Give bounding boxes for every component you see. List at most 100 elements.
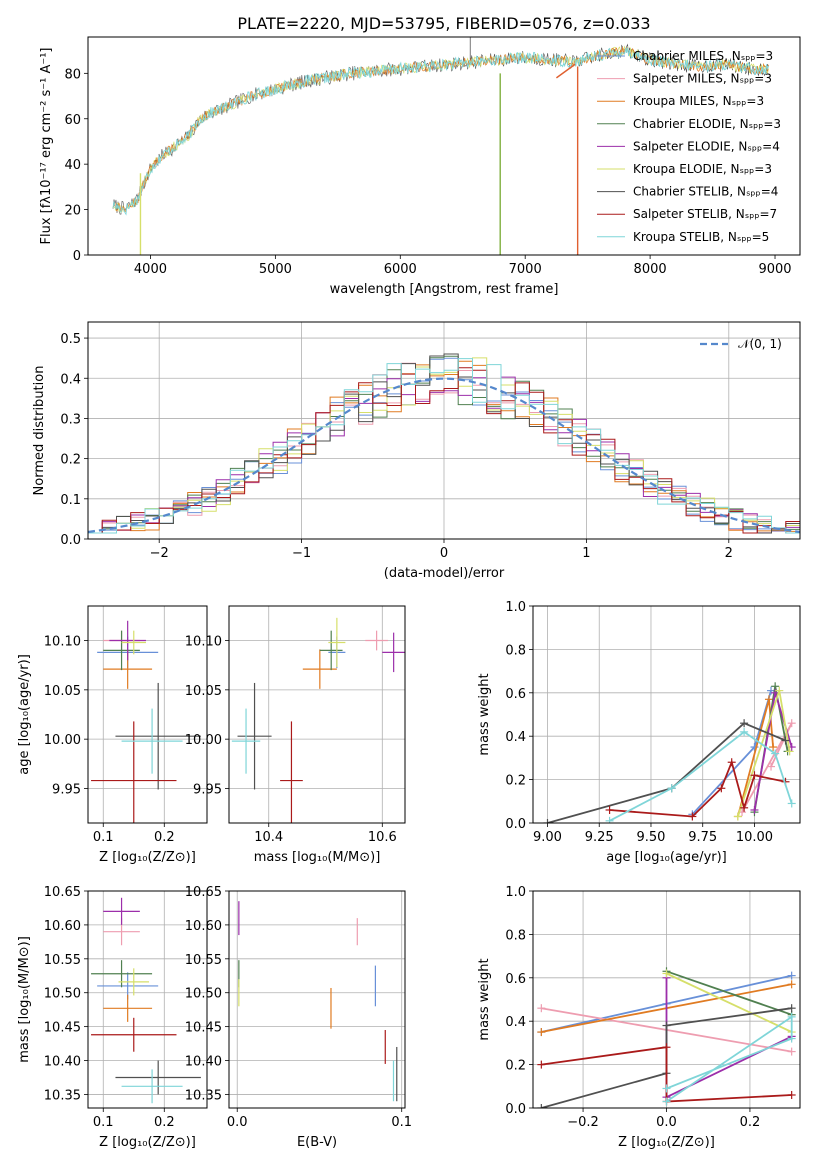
- y-tick-label: 0.8: [505, 643, 526, 658]
- spectrum-panel: 4000 5000 6000 7000 8000 9000 0 20 40 60 80 wavelen…: [39, 36, 801, 297]
- y-tick-label: 9.95: [52, 782, 81, 797]
- errorbar-point: [382, 632, 405, 673]
- y-tick-label: 0.5: [60, 332, 81, 347]
- y-tick-label: 10.40: [44, 1055, 81, 1070]
- y-tick-label: 0.0: [505, 817, 526, 832]
- y-tick-label: 80: [64, 67, 81, 82]
- x-tick-label: 0.2: [740, 1115, 761, 1130]
- x-axis-label: Z [log₁₀(Z/Z⊙)]: [618, 1135, 715, 1150]
- axes-frame: [228, 605, 406, 824]
- x-tick-label: 0.1: [391, 1115, 412, 1130]
- x-tick-label: −2: [150, 546, 169, 561]
- y-tick-label: 10.45: [185, 1021, 222, 1036]
- residuals-panel: −2 −1 0 1 2 0.0 0.1 0.2 0.3 0.4 0.5 (data-model)/er…: [32, 321, 801, 581]
- y-axis-label: mass [log₁₀(M/M⊙)]: [17, 936, 32, 1063]
- errorbar-point: [121, 708, 183, 774]
- y-tick-label: 10.55: [185, 953, 222, 968]
- x-tick-label: 0.2: [154, 830, 175, 845]
- figure-title: PLATE=2220, MJD=53795, FIBERID=0576, z=0…: [237, 14, 650, 33]
- legend-label: Kroupa MILES, Nₛₚₚ=3: [633, 94, 764, 108]
- y-tick-label: 0.2: [505, 774, 526, 789]
- spectrum-data: [112, 37, 769, 255]
- y-tick-label: 10.60: [185, 919, 222, 934]
- legend-label: 𝒩(0, 1): [738, 337, 782, 351]
- y-tick-label: 0.3: [60, 412, 81, 427]
- axes-frame: [87, 36, 801, 256]
- errorbar-point: [109, 620, 146, 661]
- y-tick-label: 9.95: [193, 782, 222, 797]
- age-vs-mass-data: [231, 617, 405, 823]
- axes-frame: [87, 890, 208, 1109]
- errorbar-point: [328, 617, 346, 668]
- errorbar-point: [115, 1060, 201, 1095]
- x-axis-label: mass [log₁₀(M/M⊙)]: [254, 850, 381, 865]
- x-tick-label: 9.25: [585, 830, 614, 845]
- legend-label: Salpeter ELODIE, Nₛₚₚ=4: [633, 139, 780, 153]
- y-tick-label: 0.4: [505, 1015, 526, 1030]
- plots-container: 4000 5000 6000 7000 8000 9000020406080wavelen…: [17, 36, 801, 1150]
- errorbar-point: [319, 630, 343, 671]
- mass-weight-line: [665, 1015, 793, 1103]
- x-axis-label: Z [log₁₀(Z/Z⊙)]: [99, 850, 196, 865]
- errorbar-point: [91, 1017, 177, 1052]
- y-axis-label: Flux [fλ10⁻¹⁷ erg cm⁻² s⁻¹ A⁻¹]: [39, 48, 54, 245]
- errorbar-point: [365, 630, 388, 651]
- y-tick-label: 0.1: [60, 493, 81, 508]
- y-tick-label: 10.10: [185, 635, 222, 650]
- axes-frame: [87, 605, 208, 824]
- x-tick-label: 0.0: [656, 1115, 677, 1130]
- age-vs-mass-panel: 10.4 10.6 9.95 10.00 10.05 10.10 mass [log₁₀(M…: [185, 605, 406, 865]
- x-tick-label: 0.0: [227, 1115, 248, 1130]
- y-tick-label: 0.4: [60, 372, 81, 387]
- y-tick-label: 0.2: [60, 453, 81, 468]
- x-tick-label: 10.4: [254, 830, 283, 845]
- x-axis-label: age [log₁₀(age/yr)]: [606, 850, 727, 865]
- legend-label: Chabrier STELIB, Nₛₚₚ=4: [633, 185, 778, 199]
- y-tick-label: 10.00: [44, 733, 81, 748]
- spectrum-line: [112, 47, 769, 216]
- y-tick-label: 10.65: [44, 885, 81, 900]
- mass-weight-line: [541, 1046, 792, 1103]
- mass-weight-vs-age-data: [543, 682, 796, 823]
- legend-label: Chabrier ELODIE, Nₛₚₚ=3: [633, 117, 781, 131]
- age-vs-Z-data: [91, 620, 201, 823]
- x-tick-label: 10.00: [736, 830, 773, 845]
- mass-weight-line: [666, 970, 792, 1016]
- x-axis-label: E(B-V): [297, 1135, 337, 1150]
- legend-label: Salpeter MILES, Nₛₚₚ=3: [633, 72, 772, 86]
- x-axis-label: wavelength [Angstrom, rest frame]: [330, 282, 559, 297]
- y-tick-label: 10.05: [185, 684, 222, 699]
- mass-weight-line: [666, 972, 793, 1033]
- x-tick-label: 7000: [509, 262, 542, 277]
- y-tick-label: 10.50: [185, 987, 222, 1002]
- y-tick-label: 0.2: [505, 1059, 526, 1074]
- mass-vs-Z-panel: 0.1 0.2 10.35 10.40 10.45 10.50 10.55 10.60 10.6…: [17, 885, 208, 1150]
- x-tick-label: −0.2: [567, 1115, 599, 1130]
- errorbar-point: [121, 630, 146, 655]
- y-tick-label: 0.0: [60, 533, 81, 548]
- y-tick-label: 0: [73, 249, 81, 264]
- legend-label: Salpeter STELIB, Nₛₚₚ=7: [633, 207, 777, 221]
- errorbar-point: [280, 721, 303, 823]
- y-axis-label: mass weight: [477, 958, 492, 1040]
- errorbar-point: [91, 960, 153, 988]
- x-axis-label: Z [log₁₀(Z/Z⊙)]: [99, 1135, 196, 1150]
- y-tick-label: 10.35: [44, 1088, 81, 1103]
- y-axis-label: Normed distribution: [32, 366, 47, 496]
- x-tick-label: 2: [725, 546, 733, 561]
- y-tick-label: 20: [64, 204, 81, 219]
- axes-frame: [228, 890, 406, 1109]
- mass-vs-ebv-panel: 0.0 0.1 10.35 10.40 10.45 10.50 10.55 10.60 10.6…: [185, 885, 412, 1150]
- axes-frame: [87, 321, 801, 540]
- mass-weight-vs-age-panel: 9.00 9.25 9.50 9.75 10.00 0.0 0.2 0.4 0.6 0.8 1.0 a…: [477, 600, 801, 865]
- x-tick-label: 9.75: [688, 830, 717, 845]
- y-tick-label: 60: [64, 113, 81, 128]
- x-tick-label: 9.50: [637, 830, 666, 845]
- errorbar-point: [121, 1069, 183, 1104]
- mass-vs-ebv-data: [238, 901, 398, 1102]
- y-tick-label: 10.10: [44, 635, 81, 650]
- y-tick-label: 10.50: [44, 987, 81, 1002]
- spectrum-legend: Chabrier MILES, Nₛₚₚ=3 Salpeter MILES, Nₛ…: [597, 49, 781, 244]
- errorbar-point: [103, 897, 140, 925]
- y-tick-label: 10.35: [185, 1088, 222, 1103]
